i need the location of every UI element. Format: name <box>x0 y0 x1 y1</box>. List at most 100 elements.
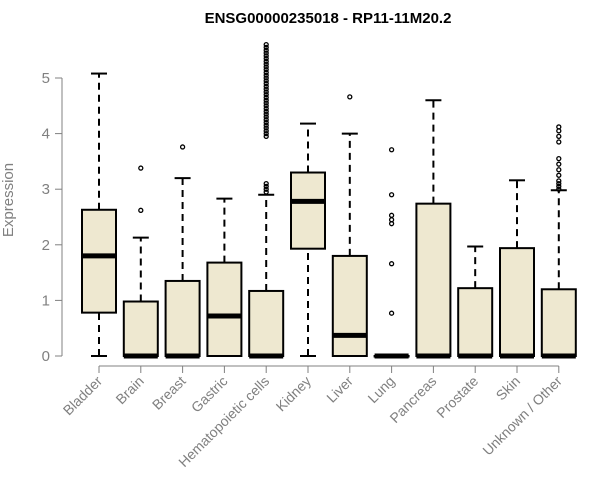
outlier-point <box>263 86 269 92</box>
outlier-point <box>556 167 562 173</box>
outlier-point <box>263 89 269 95</box>
box-group <box>290 122 326 357</box>
outlier-point <box>388 147 395 153</box>
outlier-point <box>388 192 395 198</box>
box <box>206 261 243 358</box>
outlier-point <box>263 80 269 87</box>
outlier-point <box>263 125 269 131</box>
box <box>164 279 201 357</box>
outlier-point <box>263 64 269 70</box>
y-axis: 0 1 2 3 4 5 <box>42 70 63 365</box>
outlier-point <box>388 212 395 218</box>
outlier-point <box>263 50 269 56</box>
outlier-point <box>263 108 269 115</box>
boxes <box>81 41 577 359</box>
outlier-point <box>138 207 144 213</box>
outlier-point <box>263 83 269 89</box>
outlier-point <box>556 139 562 145</box>
y-tick-label: 0 <box>42 348 50 365</box>
x-tick-label: Prostate <box>433 373 481 421</box>
y-axis-label: Expression <box>0 163 17 237</box>
box-group <box>457 245 494 359</box>
outlier-point <box>263 105 269 112</box>
outlier-point <box>556 155 562 162</box>
outlier-point <box>138 165 144 171</box>
x-tick-label: Brain <box>112 373 146 407</box>
y-tick-label: 5 <box>42 70 50 87</box>
outlier-point <box>556 183 562 190</box>
x-tick-label: Bladder <box>60 373 106 419</box>
x-tick-label: Skin <box>493 373 524 404</box>
box <box>81 208 117 314</box>
y-tick-label: 3 <box>42 181 50 198</box>
outlier-point <box>263 67 269 73</box>
outlier-point <box>263 119 269 126</box>
outlier-point <box>179 144 186 150</box>
outlier-point <box>263 55 269 62</box>
y-tick-label: 2 <box>42 237 50 254</box>
box-group <box>164 144 201 359</box>
outlier-point <box>556 161 562 167</box>
outlier-point <box>263 47 269 53</box>
box-group <box>248 41 285 359</box>
box-group <box>122 165 159 359</box>
box-group <box>373 147 410 359</box>
outlier-point <box>263 61 269 67</box>
chart-title: ENSG00000235018 - RP11-11M20.2 <box>205 10 452 27</box>
outlier-point <box>347 94 353 100</box>
outlier-point <box>263 183 269 190</box>
box-group <box>81 72 117 357</box>
outlier-point <box>263 44 269 51</box>
y-tick-label: 4 <box>42 126 50 143</box>
outlier-point <box>263 114 269 120</box>
box-group <box>499 179 535 359</box>
box <box>457 287 494 357</box>
box <box>122 300 159 357</box>
x-tick-label: Liver <box>323 373 356 406</box>
outlier-point <box>263 69 269 76</box>
outlier-point <box>263 111 269 117</box>
outlier-point <box>263 92 269 98</box>
outlier-point <box>263 122 269 128</box>
outlier-point <box>556 133 562 140</box>
box-group <box>331 94 368 357</box>
box-group <box>206 197 243 358</box>
outlier-point <box>263 94 269 101</box>
outlier-point <box>263 189 269 195</box>
outlier-point <box>263 75 269 81</box>
outlier-point <box>556 186 562 192</box>
outlier-point <box>263 58 269 64</box>
outlier-point <box>556 180 562 187</box>
box <box>248 289 285 357</box>
box-group <box>540 124 577 359</box>
x-tick-label: Lung <box>364 373 397 406</box>
outlier-point <box>388 310 395 316</box>
box <box>290 171 326 250</box>
outlier-point <box>556 172 562 178</box>
x-tick-label: Kidney <box>273 373 315 415</box>
outlier-point <box>263 103 269 109</box>
outlier-point <box>263 78 269 84</box>
outlier-point <box>263 41 269 48</box>
outlier-point <box>263 186 269 192</box>
outlier-point <box>388 217 395 223</box>
x-tick-label: Breast <box>149 373 189 413</box>
outlier-point <box>263 128 269 134</box>
box <box>331 254 368 357</box>
outlier-point <box>263 53 269 59</box>
box-group <box>415 99 452 359</box>
outlier-point <box>388 261 395 267</box>
outlier-point <box>263 180 269 187</box>
y-tick-label: 1 <box>42 292 50 309</box>
box <box>415 202 452 357</box>
box <box>540 288 577 357</box>
outlier-point <box>263 72 269 78</box>
outlier-point <box>263 100 269 106</box>
outlier-point <box>263 117 269 123</box>
outlier-point <box>263 130 269 137</box>
outlier-point <box>556 178 562 184</box>
outlier-point <box>556 124 562 130</box>
outlier-point <box>263 133 269 140</box>
